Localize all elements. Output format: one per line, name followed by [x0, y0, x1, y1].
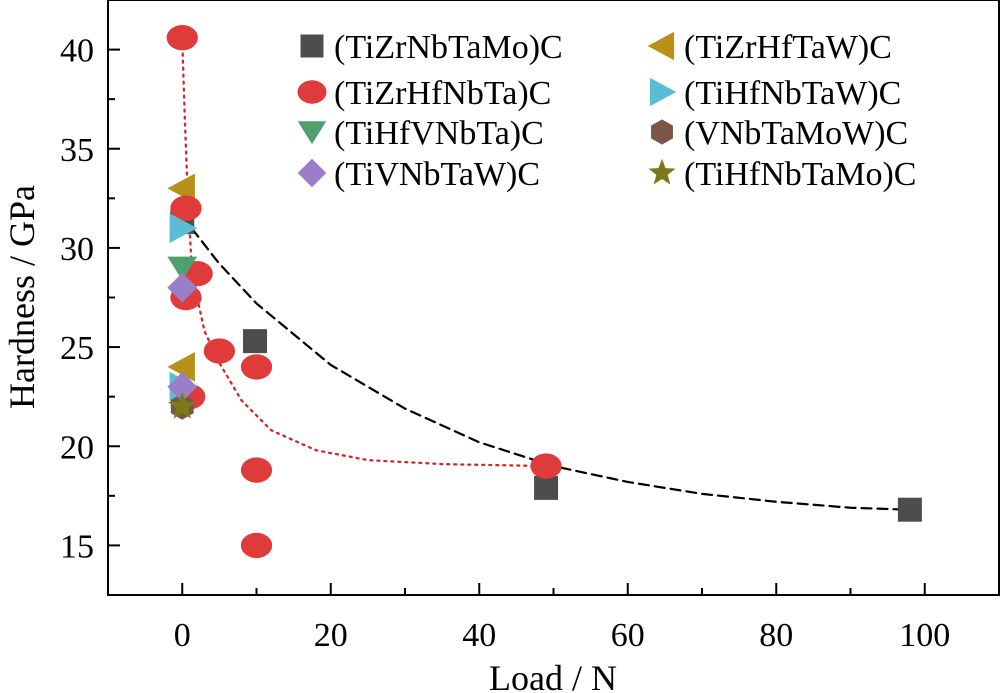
legend-marker-tivnbtaw-c	[297, 158, 327, 188]
legend-item-tizrnbtamo-c: (TiZrNbTaMo)C	[300, 29, 563, 66]
data-points-layer	[166, 24, 922, 559]
x-tick-label-40: 40	[462, 617, 496, 654]
x-axis-ticks: 0 20 40 60 80 100	[174, 583, 950, 654]
data-point-tivnbtaw-c-2	[167, 371, 198, 402]
data-point-tihfnbtaw-c-1	[169, 213, 198, 243]
data-point-tihfvnbta-c-1	[167, 256, 198, 281]
x-tick-label-0: 0	[174, 617, 191, 654]
legend-item-tivnbtaw-c: (TiVNbTaW)C	[297, 156, 540, 193]
data-point-tizrhfnbta-c-2	[170, 195, 202, 221]
data-point-tizrhfnbta-c-9	[240, 532, 273, 559]
x-axis-title: Load / N	[489, 658, 617, 693]
legend-label-tihfvnbta-c: (TiHfVNbTa)C	[334, 115, 544, 152]
data-point-tizrhfnbta-c-6	[203, 338, 236, 364]
legend-label-tivnbtaw-c: (TiVNbTaW)C	[334, 156, 540, 193]
legend-item-tihfvnbta-c: (TiHfVNbTa)C	[297, 115, 544, 152]
data-point-tizrnbtamo-c-4	[897, 497, 922, 522]
legend-label-tihfnbtaw-c: (TiHfNbTaW)C	[684, 75, 901, 112]
legend-label-tizrhftaw-c: (TiZrHfTaW)C	[684, 29, 892, 66]
y-tick-label-30: 30	[60, 231, 94, 268]
y-tick-label-35: 35	[60, 132, 94, 169]
y-tick-label-15: 15	[60, 528, 94, 565]
y-tick-label-25: 25	[60, 330, 94, 367]
legend-marker-tihfnbtaw-c	[649, 77, 677, 107]
data-point-tizrhfnbta-c-10	[530, 453, 562, 479]
legend-marker-tizrnbtamo-c	[300, 34, 324, 58]
y-axis-ticks: 15 20 25 30 35 40	[60, 33, 120, 565]
data-point-tizrnbtamo-c-2	[243, 329, 268, 354]
legend-item-tihfnbtamo-c: (TiHfNbTaMo)C	[648, 156, 917, 193]
data-point-tizrnbtamo-c-3	[534, 475, 559, 500]
y-tick-label-20: 20	[60, 429, 94, 466]
data-point-tizrhfnbta-c-7	[240, 354, 273, 380]
legend-item-tihfnbtaw-c: (TiHfNbTaW)C	[649, 75, 901, 112]
data-point-tizrhfnbta-c-1	[166, 24, 198, 51]
legend-item-tizrhftaw-c: (TiZrHfTaW)C	[647, 29, 892, 66]
legend-marker-tizrhftaw-c	[647, 31, 675, 61]
x-tick-label-60: 60	[611, 617, 645, 654]
legend-label-tizrnbtamo-c: (TiZrNbTaMo)C	[334, 29, 563, 66]
data-point-tivnbtaw-c-1	[167, 272, 198, 303]
legend-label-vnbtamow-c: (VNbTaMoW)C	[684, 115, 908, 152]
legend-label-tihfnbtamo-c: (TiHfNbTaMo)C	[684, 156, 917, 193]
y-axis-title: Hardness / GPa	[2, 185, 42, 409]
x-tick-label-100: 100	[899, 617, 950, 654]
legend-item-tizrhfnbta-c: (TiZrHfNbTa)C	[297, 75, 551, 112]
x-tick-label-80: 80	[759, 617, 793, 654]
trendline-dashed-1	[181, 215, 911, 511]
legend-item-vnbtamow-c: (VNbTaMoW)C	[651, 115, 908, 152]
data-point-tizrhftaw-c-2	[167, 352, 195, 382]
legend-marker-vnbtamow-c	[651, 119, 673, 145]
x-tick-label-20: 20	[314, 617, 348, 654]
data-point-tihfnbtamo-c-1	[168, 391, 197, 419]
legend-marker-tihfvnbta-c	[297, 121, 327, 145]
data-point-tizrhfnbta-c-8	[240, 457, 273, 483]
legend-label-tizrhfnbta-c: (TiZrHfNbTa)C	[334, 75, 551, 112]
legend-marker-tihfnbtamo-c	[648, 158, 676, 185]
legend-marker-tizrhfnbta-c	[297, 80, 327, 104]
legend: (TiZrNbTaMo)C (TiZrHfTaW)C(TiZrHfNbTa)C (T…	[297, 29, 917, 193]
y-tick-label-40: 40	[60, 33, 94, 70]
